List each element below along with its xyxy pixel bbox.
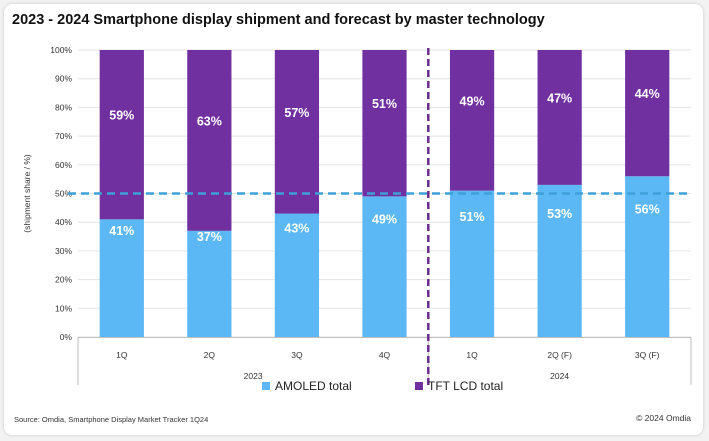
- bar-tftlcd-3: [274, 50, 320, 214]
- y-axis-title: (shipment share / %): [22, 154, 32, 233]
- data-label-tftlcd: 57%: [284, 106, 309, 120]
- bar-amoled-2: [187, 230, 232, 337]
- y-tick-label: 0%: [60, 332, 73, 342]
- y-tick-label: 50%: [55, 189, 72, 199]
- group-label-2023: 2023: [244, 371, 263, 381]
- group-label-2024: 2024: [550, 371, 569, 381]
- x-tick-label: 1Q: [116, 350, 128, 360]
- bar-amoled-3: [274, 213, 320, 337]
- bar-amoled-6: [537, 184, 582, 337]
- stacked-bar-chart: 0% 10% 20% 30% 40% 50% 60% 70% 80% 90% 100% (shipme…: [22, 45, 692, 393]
- x-tick-label: 4Q: [379, 350, 391, 360]
- bar-tftlcd-5: [449, 50, 495, 191]
- bar-amoled-4: [362, 196, 407, 337]
- bar-tftlcd-4: [362, 50, 407, 197]
- bar-tftlcd-2: [187, 50, 232, 231]
- y-tick-label: 100%: [50, 45, 72, 55]
- x-tick-label: 3Q: [291, 350, 303, 360]
- y-tick-label: 30%: [55, 246, 72, 256]
- x-tick-label: 3Q (F): [635, 350, 660, 360]
- legend-swatch: [262, 382, 270, 390]
- y-tick-label: 20%: [55, 275, 72, 285]
- data-label-tftlcd: 49%: [460, 94, 485, 108]
- bar-tftlcd-1: [99, 50, 144, 220]
- copyright-note: © 2024 Omdia: [636, 413, 691, 423]
- data-label-amoled: 37%: [197, 230, 222, 244]
- chart-card: 2023 - 2024 Smartphone display shipment …: [4, 4, 703, 435]
- data-label-tftlcd: 59%: [109, 109, 134, 123]
- legend-label: TFT LCD total: [428, 379, 503, 393]
- bar-tftlcd-6: [537, 50, 582, 185]
- data-label-tftlcd: 44%: [635, 87, 660, 101]
- source-note: Source: Omdia, Smartphone Display Market…: [14, 415, 209, 424]
- legend-label: AMOLED total: [275, 379, 352, 393]
- data-label-tftlcd: 63%: [197, 114, 222, 128]
- y-tick-label: 90%: [55, 74, 72, 84]
- data-label-tftlcd: 47%: [547, 91, 572, 105]
- y-tick-label: 40%: [55, 217, 72, 227]
- chart-title: 2023 - 2024 Smartphone display shipment …: [12, 12, 545, 28]
- data-label-amoled: 41%: [109, 224, 134, 238]
- x-tick-label: 1Q: [466, 350, 478, 360]
- bar-tftlcd-7: [625, 50, 670, 177]
- y-tick-label: 60%: [55, 160, 72, 170]
- y-tick-label: 80%: [55, 102, 72, 112]
- data-label-amoled: 49%: [372, 213, 397, 227]
- data-label-amoled: 56%: [635, 203, 660, 217]
- x-tick-label: 2Q (F): [547, 350, 572, 360]
- data-label-tftlcd: 51%: [372, 97, 397, 111]
- legend-swatch: [415, 382, 423, 390]
- data-label-amoled: 53%: [547, 207, 572, 221]
- data-label-amoled: 43%: [284, 221, 309, 235]
- bar-amoled-7: [625, 176, 670, 337]
- x-tick-label: 2Q: [204, 350, 216, 360]
- y-tick-label: 10%: [55, 303, 72, 313]
- bar-amoled-5: [449, 190, 495, 337]
- data-label-amoled: 51%: [460, 210, 485, 224]
- bar-amoled-1: [99, 219, 144, 337]
- y-tick-label: 70%: [55, 131, 72, 141]
